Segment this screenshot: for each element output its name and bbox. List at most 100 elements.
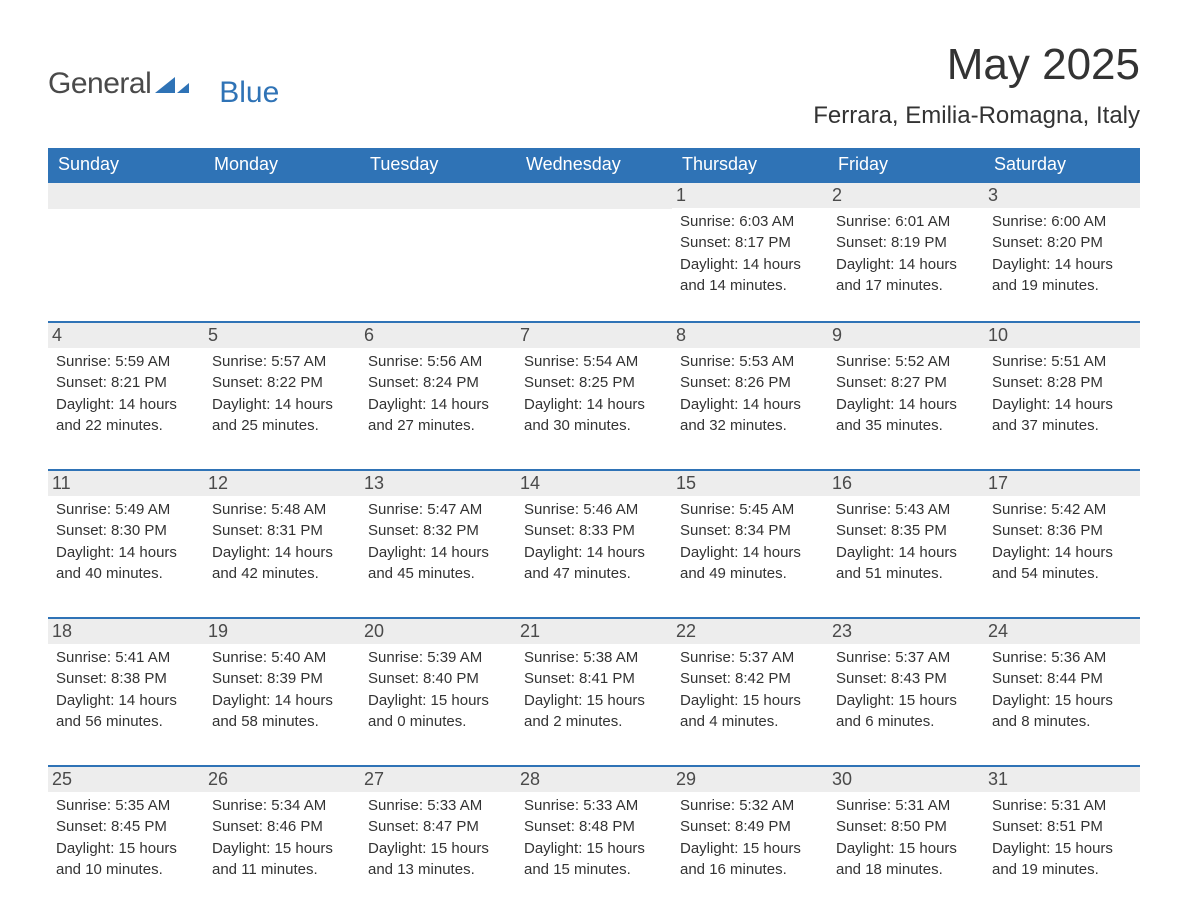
day-sunset: Sunset: 8:26 PM: [680, 373, 820, 393]
weekday-header: Tuesday: [360, 148, 516, 181]
day-daylight1: Daylight: 15 hours: [680, 839, 820, 859]
day-daylight2: and 35 minutes.: [836, 416, 976, 436]
day-sunrise: Sunrise: 5:33 AM: [368, 796, 508, 816]
day-sunset: Sunset: 8:50 PM: [836, 817, 976, 837]
day-daylight1: Daylight: 14 hours: [56, 691, 196, 711]
day-number: 15: [672, 471, 828, 496]
day-number: [204, 183, 360, 209]
day-number: 23: [828, 619, 984, 644]
day-sunset: Sunset: 8:44 PM: [992, 669, 1132, 689]
day-daylight1: Daylight: 15 hours: [524, 839, 664, 859]
day-sunrise: Sunrise: 5:43 AM: [836, 500, 976, 520]
weekday-header: Thursday: [672, 148, 828, 181]
day-daylight2: and 0 minutes.: [368, 712, 508, 732]
day-sunrise: Sunrise: 5:53 AM: [680, 352, 820, 372]
day-sunset: Sunset: 8:21 PM: [56, 373, 196, 393]
day-number: 14: [516, 471, 672, 496]
day-number: [48, 183, 204, 209]
day-details: Sunrise: 5:33 AMSunset: 8:48 PMDaylight:…: [524, 796, 664, 880]
day-sunrise: Sunrise: 6:01 AM: [836, 212, 976, 232]
day-daylight2: and 17 minutes.: [836, 276, 976, 296]
day-daylight1: Daylight: 14 hours: [368, 543, 508, 563]
weekday-header: Wednesday: [516, 148, 672, 181]
day-cell: 10Sunrise: 5:51 AMSunset: 8:28 PMDayligh…: [984, 323, 1140, 461]
day-number: 27: [360, 767, 516, 792]
day-cell: 6Sunrise: 5:56 AMSunset: 8:24 PMDaylight…: [360, 323, 516, 461]
day-cell: [204, 183, 360, 313]
day-cell: 11Sunrise: 5:49 AMSunset: 8:30 PMDayligh…: [48, 471, 204, 609]
day-details: Sunrise: 5:45 AMSunset: 8:34 PMDaylight:…: [680, 500, 820, 584]
header: General Blue May 2025 Ferrara, Emilia-Ro…: [48, 40, 1140, 130]
day-cell: [360, 183, 516, 313]
day-daylight1: Daylight: 14 hours: [680, 543, 820, 563]
day-sunrise: Sunrise: 5:51 AM: [992, 352, 1132, 372]
day-sunrise: Sunrise: 5:57 AM: [212, 352, 352, 372]
day-details: Sunrise: 6:00 AMSunset: 8:20 PMDaylight:…: [992, 212, 1132, 296]
day-sunrise: Sunrise: 5:41 AM: [56, 648, 196, 668]
day-daylight1: Daylight: 14 hours: [992, 255, 1132, 275]
day-daylight2: and 49 minutes.: [680, 564, 820, 584]
day-cell: 30Sunrise: 5:31 AMSunset: 8:50 PMDayligh…: [828, 767, 984, 905]
day-sunset: Sunset: 8:49 PM: [680, 817, 820, 837]
day-details: Sunrise: 5:32 AMSunset: 8:49 PMDaylight:…: [680, 796, 820, 880]
day-number: 28: [516, 767, 672, 792]
weekday-header: Friday: [828, 148, 984, 181]
day-cell: 28 Sunrise: 5:33 AMSunset: 8:48 PMDayligh…: [516, 767, 672, 905]
day-cell: 4Sunrise: 5:59 AMSunset: 8:21 PMDaylight…: [48, 323, 204, 461]
day-sunset: Sunset: 8:40 PM: [368, 669, 508, 689]
day-number: [360, 183, 516, 209]
day-details: Sunrise: 5:33 AMSunset: 8:47 PMDaylight:…: [368, 796, 508, 880]
day-daylight1: Daylight: 15 hours: [368, 839, 508, 859]
day-sunrise: Sunrise: 5:37 AM: [836, 648, 976, 668]
day-sunset: Sunset: 8:27 PM: [836, 373, 976, 393]
day-daylight2: and 8 minutes.: [992, 712, 1132, 732]
day-daylight2: and 13 minutes.: [368, 860, 508, 880]
day-sunset: Sunset: 8:20 PM: [992, 233, 1132, 253]
day-daylight1: Daylight: 15 hours: [992, 839, 1132, 859]
day-sunrise: Sunrise: 5:59 AM: [56, 352, 196, 372]
day-daylight1: Daylight: 14 hours: [524, 543, 664, 563]
day-cell: 27 Sunrise: 5:33 AMSunset: 8:47 PMDayligh…: [360, 767, 516, 905]
day-sunrise: Sunrise: 6:03 AM: [680, 212, 820, 232]
day-cell: 12Sunrise: 5:48 AMSunset: 8:31 PMDayligh…: [204, 471, 360, 609]
day-details: Sunrise: 5:54 AMSunset: 8:25 PMDaylight:…: [524, 352, 664, 436]
day-daylight1: Daylight: 15 hours: [680, 691, 820, 711]
day-sunrise: Sunrise: 5:47 AM: [368, 500, 508, 520]
day-sunrise: Sunrise: 5:33 AM: [524, 796, 664, 816]
day-sunrise: Sunrise: 5:56 AM: [368, 352, 508, 372]
day-daylight2: and 10 minutes.: [56, 860, 196, 880]
day-daylight2: and 51 minutes.: [836, 564, 976, 584]
day-cell: 20 Sunrise: 5:39 AMSunset: 8:40 PMDayligh…: [360, 619, 516, 757]
weekday-header: Monday: [204, 148, 360, 181]
day-number: 21: [516, 619, 672, 644]
title-block: May 2025 Ferrara, Emilia-Romagna, Italy: [813, 40, 1140, 130]
day-cell: 29 Sunrise: 5:32 AMSunset: 8:49 PMDayligh…: [672, 767, 828, 905]
day-number: 20: [360, 619, 516, 644]
day-daylight2: and 32 minutes.: [680, 416, 820, 436]
day-daylight1: Daylight: 14 hours: [56, 543, 196, 563]
day-sunset: Sunset: 8:33 PM: [524, 521, 664, 541]
day-daylight1: Daylight: 14 hours: [836, 395, 976, 415]
day-details: Sunrise: 5:51 AMSunset: 8:28 PMDaylight:…: [992, 352, 1132, 436]
day-cell: 25Sunrise: 5:35 AMSunset: 8:45 PMDayligh…: [48, 767, 204, 905]
day-details: Sunrise: 5:39 AMSunset: 8:40 PMDaylight:…: [368, 648, 508, 732]
day-details: Sunrise: 5:31 AMSunset: 8:50 PMDaylight:…: [836, 796, 976, 880]
day-daylight1: Daylight: 14 hours: [836, 255, 976, 275]
day-details: Sunrise: 5:40 AMSunset: 8:39 PMDaylight:…: [212, 648, 352, 732]
day-sunset: Sunset: 8:32 PM: [368, 521, 508, 541]
day-sunset: Sunset: 8:38 PM: [56, 669, 196, 689]
day-number: 29: [672, 767, 828, 792]
day-daylight2: and 18 minutes.: [836, 860, 976, 880]
day-details: Sunrise: 5:56 AMSunset: 8:24 PMDaylight:…: [368, 352, 508, 436]
day-number: 24: [984, 619, 1140, 644]
day-cell: 18Sunrise: 5:41 AMSunset: 8:38 PMDayligh…: [48, 619, 204, 757]
day-number: 19: [204, 619, 360, 644]
day-cell: 31Sunrise: 5:31 AMSunset: 8:51 PMDayligh…: [984, 767, 1140, 905]
day-daylight1: Daylight: 14 hours: [212, 395, 352, 415]
day-daylight2: and 11 minutes.: [212, 860, 352, 880]
day-cell: 1Sunrise: 6:03 AMSunset: 8:17 PMDaylight…: [672, 183, 828, 313]
day-details: Sunrise: 5:41 AMSunset: 8:38 PMDaylight:…: [56, 648, 196, 732]
day-cell: 15 Sunrise: 5:45 AMSunset: 8:34 PMDayligh…: [672, 471, 828, 609]
day-details: Sunrise: 5:37 AMSunset: 8:43 PMDaylight:…: [836, 648, 976, 732]
day-cell: 9Sunrise: 5:52 AMSunset: 8:27 PMDaylight…: [828, 323, 984, 461]
